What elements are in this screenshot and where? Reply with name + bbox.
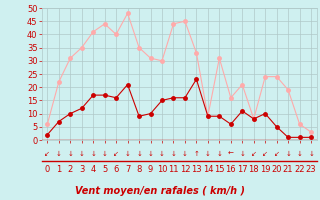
Text: ↓: ↓ bbox=[102, 151, 108, 157]
Text: ↓: ↓ bbox=[171, 151, 176, 157]
Text: ←: ← bbox=[228, 151, 234, 157]
Text: 6: 6 bbox=[114, 166, 119, 174]
Text: ↓: ↓ bbox=[90, 151, 96, 157]
Text: 1: 1 bbox=[56, 166, 61, 174]
Text: ↓: ↓ bbox=[67, 151, 73, 157]
Text: ↓: ↓ bbox=[159, 151, 165, 157]
Text: 17: 17 bbox=[237, 166, 248, 174]
Text: 2: 2 bbox=[68, 166, 73, 174]
Text: ↓: ↓ bbox=[79, 151, 85, 157]
Text: 7: 7 bbox=[125, 166, 130, 174]
Text: ↙: ↙ bbox=[251, 151, 257, 157]
Text: 23: 23 bbox=[306, 166, 316, 174]
Text: ↓: ↓ bbox=[239, 151, 245, 157]
Text: 8: 8 bbox=[136, 166, 142, 174]
Text: ↓: ↓ bbox=[136, 151, 142, 157]
Text: ↙: ↙ bbox=[262, 151, 268, 157]
Text: 18: 18 bbox=[248, 166, 259, 174]
Text: 16: 16 bbox=[226, 166, 236, 174]
Text: 5: 5 bbox=[102, 166, 107, 174]
Text: ↓: ↓ bbox=[56, 151, 62, 157]
Text: 12: 12 bbox=[180, 166, 190, 174]
Text: Vent moyen/en rafales ( km/h ): Vent moyen/en rafales ( km/h ) bbox=[75, 186, 245, 196]
Text: 10: 10 bbox=[157, 166, 167, 174]
Text: ↙: ↙ bbox=[274, 151, 280, 157]
Text: 15: 15 bbox=[214, 166, 225, 174]
Text: ↙: ↙ bbox=[113, 151, 119, 157]
Text: ↓: ↓ bbox=[125, 151, 131, 157]
Text: 9: 9 bbox=[148, 166, 153, 174]
Text: ↓: ↓ bbox=[148, 151, 154, 157]
Text: 22: 22 bbox=[294, 166, 305, 174]
Text: ↓: ↓ bbox=[297, 151, 302, 157]
Text: 19: 19 bbox=[260, 166, 270, 174]
Text: ↑: ↑ bbox=[194, 151, 199, 157]
Text: 3: 3 bbox=[79, 166, 84, 174]
Text: 0: 0 bbox=[45, 166, 50, 174]
Text: ↙: ↙ bbox=[44, 151, 50, 157]
Text: ↓: ↓ bbox=[308, 151, 314, 157]
Text: 13: 13 bbox=[191, 166, 202, 174]
Text: ↓: ↓ bbox=[216, 151, 222, 157]
Text: 21: 21 bbox=[283, 166, 293, 174]
Text: ↓: ↓ bbox=[285, 151, 291, 157]
Text: ↓: ↓ bbox=[182, 151, 188, 157]
Text: ↓: ↓ bbox=[205, 151, 211, 157]
Text: 20: 20 bbox=[271, 166, 282, 174]
Text: 14: 14 bbox=[203, 166, 213, 174]
Text: 11: 11 bbox=[168, 166, 179, 174]
Text: 4: 4 bbox=[91, 166, 96, 174]
